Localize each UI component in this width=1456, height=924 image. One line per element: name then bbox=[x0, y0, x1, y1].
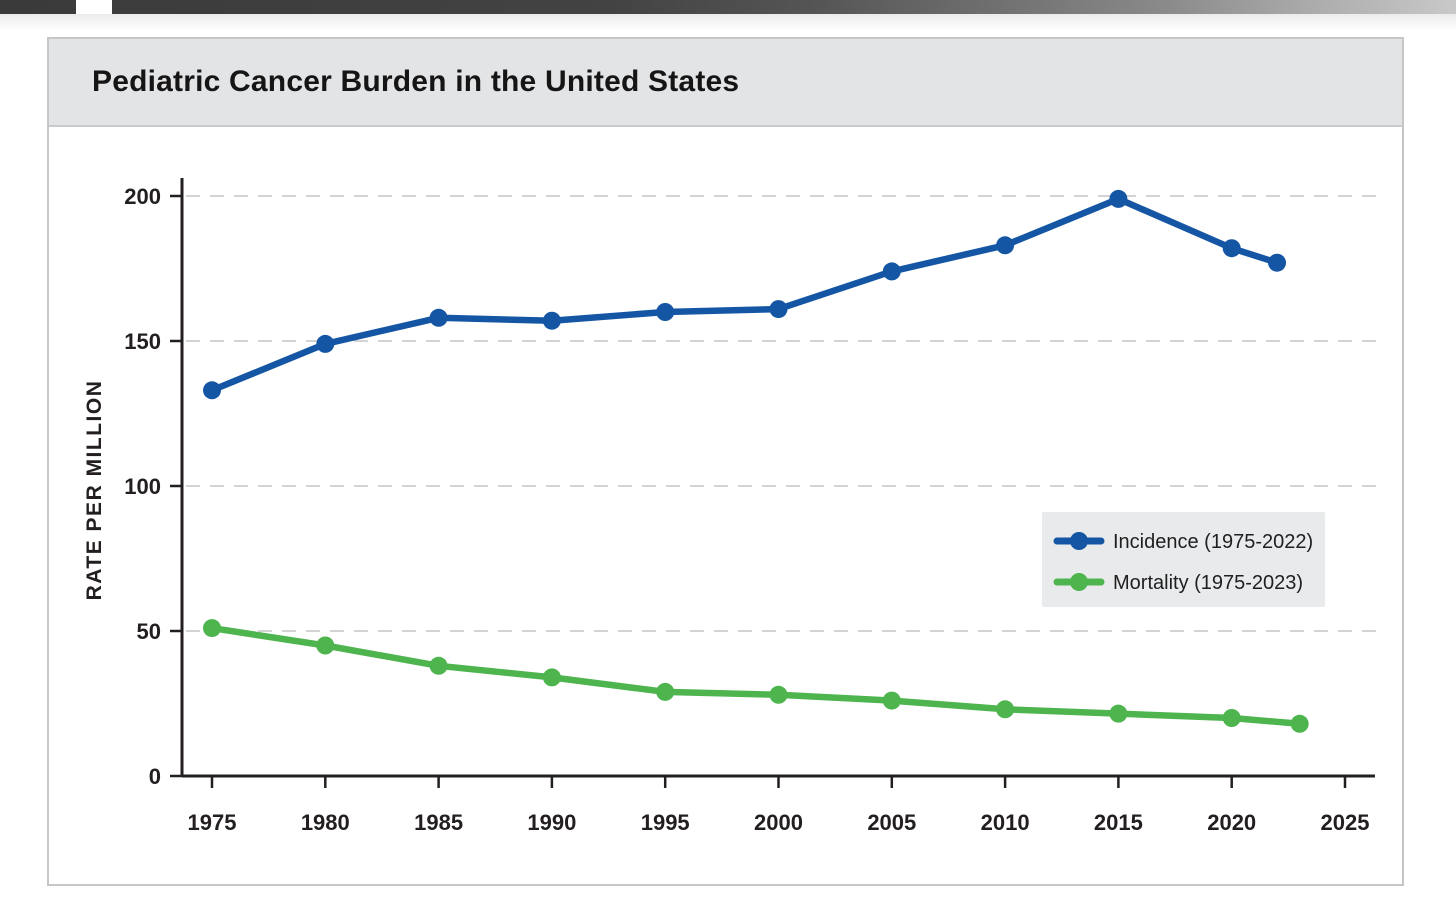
photo-edge-notch bbox=[76, 0, 112, 14]
x-tick-label: 2005 bbox=[867, 810, 916, 835]
photo-edge-strip bbox=[0, 0, 1456, 14]
series-mortality bbox=[203, 619, 1309, 733]
y-tick-label: 100 bbox=[124, 474, 161, 499]
x-tick-label: 1980 bbox=[301, 810, 350, 835]
mortality-point bbox=[882, 691, 901, 710]
incidence-point bbox=[656, 303, 675, 321]
legend-swatch-dot-mortality bbox=[1070, 573, 1088, 591]
photo-edge-shadow bbox=[0, 14, 1456, 30]
incidence-line bbox=[208, 195, 1281, 394]
x-tick-label: 1985 bbox=[414, 810, 463, 835]
x-tick-label: 1975 bbox=[188, 810, 237, 835]
mortality-point bbox=[769, 685, 788, 704]
mortality-point bbox=[1290, 714, 1309, 733]
incidence-point bbox=[542, 311, 561, 330]
incidence-point bbox=[1268, 253, 1287, 272]
y-axis-title: RATE PER MILLION bbox=[83, 380, 106, 601]
mortality-point bbox=[203, 619, 221, 638]
mortality-point bbox=[996, 700, 1015, 719]
incidence-point bbox=[429, 308, 448, 327]
legend-swatch-dot-incidence bbox=[1070, 532, 1088, 550]
mortality-point bbox=[542, 668, 561, 687]
x-tick-label: 2020 bbox=[1207, 810, 1256, 835]
y-gridlines bbox=[186, 195, 1385, 632]
chart-svg: 0 50 100 150 200 1975 1980 1985 1990 1995 2000 2005… bbox=[83, 178, 1385, 835]
x-tick-label: 2025 bbox=[1321, 810, 1370, 835]
legend: Incidence (1975-2022) Mortality (1975-202… bbox=[1042, 512, 1325, 607]
incidence-point bbox=[1222, 239, 1241, 258]
incidence-point bbox=[882, 262, 901, 281]
legend-box bbox=[1042, 512, 1325, 607]
y-tick-label: 200 bbox=[124, 184, 161, 209]
mortality-point bbox=[1222, 709, 1241, 727]
incidence-point bbox=[996, 236, 1015, 255]
y-tick-label: 150 bbox=[124, 329, 161, 354]
incidence-point bbox=[769, 300, 788, 319]
series-incidence bbox=[203, 189, 1287, 400]
y-tick-label: 0 bbox=[149, 764, 161, 789]
incidence-point bbox=[316, 334, 335, 353]
x-tick-label: 2015 bbox=[1094, 810, 1143, 835]
mortality-point bbox=[316, 636, 335, 655]
legend-label-mortality: Mortality (1975-2023) bbox=[1113, 572, 1303, 594]
chart-header: Pediatric Cancer Burden in the United St… bbox=[49, 39, 1402, 127]
incidence-point bbox=[1109, 189, 1128, 208]
chart-card: Pediatric Cancer Burden in the United St… bbox=[47, 37, 1404, 886]
page-title: Pediatric Cancer Burden in the United St… bbox=[92, 65, 740, 98]
axes: 0 50 100 150 200 1975 1980 1985 1990 1995 2000 2005… bbox=[124, 178, 1375, 835]
mortality-point bbox=[1109, 704, 1128, 723]
x-tick-label: 1990 bbox=[527, 810, 576, 835]
legend-label-incidence: Incidence (1975-2022) bbox=[1113, 531, 1313, 553]
mortality-line bbox=[208, 624, 1303, 728]
incidence-point bbox=[203, 381, 221, 400]
mortality-point bbox=[429, 656, 448, 675]
mortality-point bbox=[656, 682, 675, 701]
x-tick-label: 2010 bbox=[981, 810, 1030, 835]
y-tick-label: 50 bbox=[137, 619, 161, 644]
x-tick-label: 1995 bbox=[641, 810, 690, 835]
chart-area: 0 50 100 150 200 1975 1980 1985 1990 1995 2000 2005… bbox=[49, 127, 1402, 884]
x-tick-label: 2000 bbox=[754, 810, 803, 835]
